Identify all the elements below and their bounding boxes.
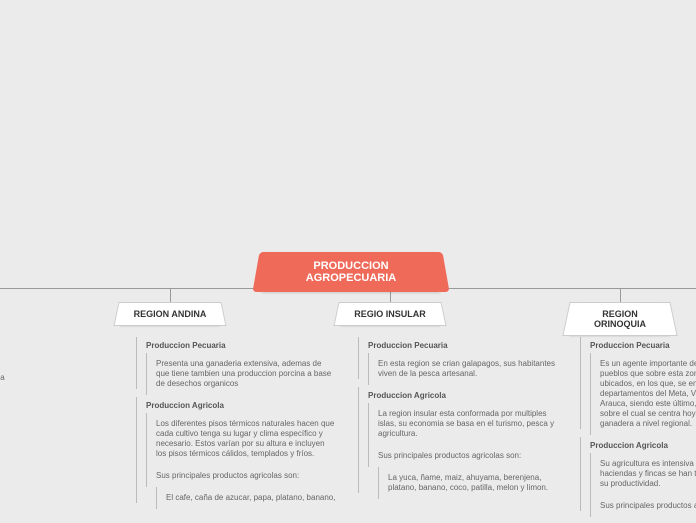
connector-drop-1 [170,288,171,302]
r3-agricola-body1: Su agricultura es intensiva dado que las… [600,459,696,489]
region-node-2[interactable]: REGIO INSULAR [340,302,440,326]
r3-agricola-intro: Sus principales productos agricolas son: [600,501,696,511]
r1-agricola-title: Produccion Agricola [146,401,336,411]
r3-agricola-title: Produccion Agricola [590,441,696,451]
region-column-2: Produccion Pecuaria En esta region se cr… [358,335,558,505]
region-label-2: REGIO INSULAR [354,309,426,319]
r2-pecuaria-title: Produccion Pecuaria [368,341,558,351]
region-label-1: REGION ANDINA [134,309,207,319]
region-label-3: REGION ORINOQUIA [594,309,646,329]
region-column-0: ra se localiza principalmente en ecio Am… [0,335,20,459]
r1-agricola-intro: Sus principales productos agricolas son: [156,471,336,481]
r3-pecuaria-title: Produccion Pecuaria [590,341,696,351]
r0-pecuaria-body: ra se localiza principalmente en ecio Am… [0,335,10,355]
r1-agricola-list: El cafe, caña de azucar, papa, platano, … [166,493,336,503]
r0-agricola-intro: uctos agricolas son: [0,405,10,415]
mindmap-viewport: PRODUCCION AGROPECUARIA A ra se localiza… [0,0,696,520]
connector-drop-3 [620,288,621,302]
region-column-1: Produccion Pecuaria Presenta una ganader… [136,335,336,515]
r0-agricola-body1: omicas se centran s sectores primarios y… [0,373,10,393]
root-node[interactable]: PRODUCCION AGROPECUARIA [260,252,442,292]
r0-agricola-list: ui, cacao, caña panelera, frijol, . de i… [0,427,20,447]
r1-agricola-body1: Los diferentes pisos térmicos naturales … [156,419,336,459]
r2-agricola-list: La yuca, ñame, maiz, ahuyama, berenjena,… [388,473,558,493]
r2-pecuaria-body: En esta region se crian galapagos, sus h… [378,359,558,379]
r2-agricola-title: Produccion Agricola [368,391,558,401]
r2-agricola-intro: Sus principales productos agricolas son: [378,451,558,461]
r1-pecuaria-title: Produccion Pecuaria [146,341,336,351]
region-column-3: Produccion Pecuaria Es un agente importa… [580,335,696,523]
root-label: PRODUCCION AGROPECUARIA [306,260,396,284]
r3-pecuaria-body: Es un agente importante de la economía d… [600,359,696,429]
region-node-3[interactable]: REGION ORINOQUIA [570,302,670,336]
region-node-1[interactable]: REGION ANDINA [120,302,220,326]
r1-pecuaria-body: Presenta una ganaderia extensiva, ademas… [156,359,336,389]
r2-agricola-body1: La region insular esta conformada por mu… [378,409,558,439]
